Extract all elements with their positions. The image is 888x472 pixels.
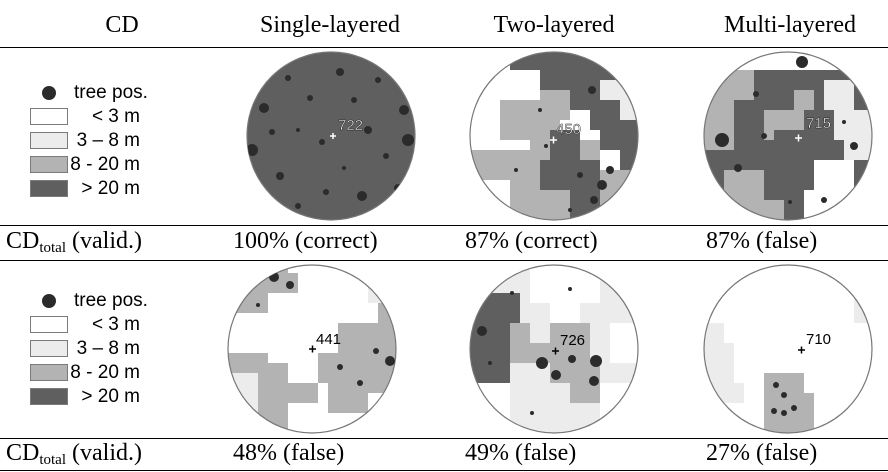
legend-tree-label: tree pos. <box>74 82 148 103</box>
row-2-rule <box>0 438 888 439</box>
header-multi-layered: Multi-layered <box>724 12 856 38</box>
legend-class-2: 3 – 8 m <box>30 130 220 152</box>
legend-swatch-3-8-2 <box>30 340 68 357</box>
legend-tree-2: tree pos. <box>30 290 220 312</box>
tree-marker-icon <box>42 86 56 100</box>
legend-label-3-8-2: 3 – 8 m <box>76 338 140 359</box>
plot-id-450: 450 <box>556 121 581 138</box>
plot-726: 726 <box>469 264 639 434</box>
plot-722: 722 <box>246 51 416 221</box>
plot-450: 450 <box>469 51 639 221</box>
row-1-result-rule <box>0 260 888 261</box>
plot-id-722: 722 <box>338 117 363 134</box>
legend-swatch-8-20-2 <box>30 364 68 381</box>
plot-id-441: 441 <box>316 331 341 348</box>
result-726: 49% (false) <box>465 440 577 466</box>
result-441: 48% (false) <box>233 440 345 466</box>
result-722: 100% (correct) <box>233 228 378 254</box>
legend-class-3-2: 8 - 20 m <box>30 362 220 384</box>
legend-label-gt20: > 20 m <box>81 178 140 199</box>
legend-swatch-gt20-2 <box>30 388 68 405</box>
row-2-label: CDtotal (valid.) <box>6 440 142 468</box>
bottom-rule <box>0 470 888 471</box>
plot-715: 715 <box>703 51 873 221</box>
legend-label-3-8: 3 – 8 m <box>76 130 140 151</box>
result-715: 87% (false) <box>706 228 818 254</box>
result-710: 27% (false) <box>706 440 818 466</box>
legend-class-3: 8 - 20 m <box>30 154 220 176</box>
header-two-layered: Two-layered <box>493 12 615 38</box>
header-cd: CD <box>105 12 139 38</box>
header-rule <box>0 47 888 48</box>
plot-id-715: 715 <box>806 115 831 132</box>
legend-label-lt3: < 3 m <box>91 106 140 127</box>
legend-class-4-2: > 20 m <box>30 386 220 408</box>
legend-label-8-20: 8 - 20 m <box>70 154 140 175</box>
plot-441: 441 <box>227 264 397 434</box>
legend-class-2-2: 3 – 8 m <box>30 338 220 360</box>
tree-marker-icon <box>42 294 56 308</box>
legend-tree-label-2: tree pos. <box>74 290 148 311</box>
header-single-layered: Single-layered <box>260 12 400 38</box>
legend-swatch-lt3-2 <box>30 316 68 333</box>
result-450: 87% (correct) <box>465 228 598 254</box>
legend-swatch-8-20 <box>30 156 68 173</box>
legend-class-1-2: < 3 m <box>30 314 220 336</box>
legend-label-lt3-2: < 3 m <box>91 314 140 335</box>
row-1-rule <box>0 225 888 226</box>
legend-tree: tree pos. <box>30 82 220 104</box>
legend-swatch-lt3 <box>30 108 68 125</box>
legend-swatch-3-8 <box>30 132 68 149</box>
plot-id-710: 710 <box>806 331 831 348</box>
legend-label-8-20-2: 8 - 20 m <box>70 362 140 383</box>
plot-id-726: 726 <box>560 332 585 349</box>
legend-class-1: < 3 m <box>30 106 220 128</box>
legend-class-4: > 20 m <box>30 178 220 200</box>
legend-label-gt20-2: > 20 m <box>81 386 140 407</box>
plot-710: 710 <box>703 264 873 434</box>
legend-swatch-gt20 <box>30 180 68 197</box>
row-1-label: CDtotal (valid.) <box>6 228 142 256</box>
